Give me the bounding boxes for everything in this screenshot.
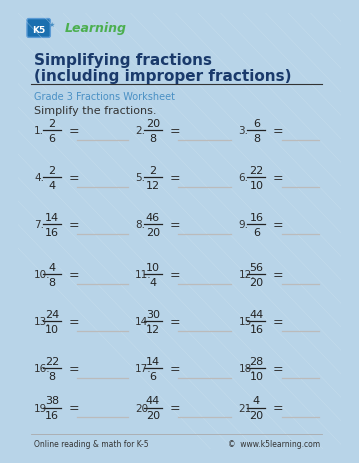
Text: 56: 56 bbox=[250, 262, 264, 272]
Text: 6.: 6. bbox=[238, 173, 248, 183]
Text: =: = bbox=[169, 125, 180, 138]
Text: 2: 2 bbox=[149, 166, 157, 175]
Text: =: = bbox=[169, 401, 180, 414]
Text: 4: 4 bbox=[48, 181, 56, 191]
Text: 12.: 12. bbox=[238, 269, 255, 280]
Text: 20: 20 bbox=[250, 410, 264, 420]
Text: 20: 20 bbox=[146, 119, 160, 129]
Text: 44: 44 bbox=[146, 395, 160, 405]
Text: 16: 16 bbox=[250, 324, 264, 334]
Text: 4.: 4. bbox=[34, 173, 44, 183]
Text: 6: 6 bbox=[253, 119, 260, 129]
Text: 8: 8 bbox=[48, 277, 56, 287]
Text: =: = bbox=[68, 401, 79, 414]
Text: 4: 4 bbox=[253, 395, 260, 405]
Text: 6: 6 bbox=[253, 227, 260, 238]
Text: 21.: 21. bbox=[238, 403, 255, 413]
Text: 11.: 11. bbox=[135, 269, 151, 280]
Text: =: = bbox=[169, 172, 180, 185]
Text: =: = bbox=[68, 268, 79, 281]
Text: 16: 16 bbox=[250, 213, 264, 222]
Text: 6: 6 bbox=[49, 134, 56, 144]
Text: 5.: 5. bbox=[135, 173, 145, 183]
Text: 46: 46 bbox=[146, 213, 160, 222]
Text: 24: 24 bbox=[45, 309, 59, 319]
Text: 16: 16 bbox=[45, 410, 59, 420]
Text: 20: 20 bbox=[146, 227, 160, 238]
Text: 13.: 13. bbox=[34, 317, 51, 326]
Text: K5: K5 bbox=[32, 26, 45, 35]
Text: 8: 8 bbox=[149, 134, 157, 144]
Text: 10: 10 bbox=[250, 181, 264, 191]
Text: ★: ★ bbox=[49, 22, 55, 28]
Text: 10: 10 bbox=[146, 262, 160, 272]
Text: 4: 4 bbox=[48, 262, 56, 272]
Text: 38: 38 bbox=[45, 395, 59, 405]
Text: 2: 2 bbox=[48, 166, 56, 175]
Text: =: = bbox=[68, 219, 79, 232]
Text: =: = bbox=[169, 268, 180, 281]
Text: 14.: 14. bbox=[135, 317, 151, 326]
Text: 2.: 2. bbox=[135, 126, 145, 136]
Text: 6: 6 bbox=[149, 371, 157, 381]
Text: 8: 8 bbox=[48, 371, 56, 381]
Text: 15.: 15. bbox=[238, 317, 255, 326]
Text: 3.: 3. bbox=[238, 126, 248, 136]
Text: =: = bbox=[272, 268, 283, 281]
Text: 7.: 7. bbox=[34, 220, 44, 230]
Text: 1.: 1. bbox=[34, 126, 44, 136]
Text: (including improper fractions): (including improper fractions) bbox=[34, 69, 292, 84]
Text: 8: 8 bbox=[253, 134, 260, 144]
Text: Simplifying fractions: Simplifying fractions bbox=[34, 53, 212, 68]
Text: 12: 12 bbox=[146, 324, 160, 334]
Text: =: = bbox=[272, 172, 283, 185]
Text: 18.: 18. bbox=[238, 363, 255, 374]
Text: =: = bbox=[68, 125, 79, 138]
Text: =: = bbox=[169, 315, 180, 328]
Text: =: = bbox=[68, 315, 79, 328]
Text: ©  www.k5learning.com: © www.k5learning.com bbox=[228, 439, 320, 448]
Text: 22: 22 bbox=[45, 356, 59, 366]
Text: 28: 28 bbox=[249, 356, 264, 366]
Text: 20.: 20. bbox=[135, 403, 151, 413]
Text: =: = bbox=[68, 172, 79, 185]
Text: =: = bbox=[272, 315, 283, 328]
Text: 9.: 9. bbox=[238, 220, 248, 230]
Text: 4: 4 bbox=[149, 277, 157, 287]
Text: 20: 20 bbox=[250, 277, 264, 287]
Text: 14: 14 bbox=[45, 213, 59, 222]
Text: 20: 20 bbox=[146, 410, 160, 420]
Text: =: = bbox=[68, 362, 79, 375]
Text: =: = bbox=[272, 362, 283, 375]
Text: 2: 2 bbox=[48, 119, 56, 129]
Text: Learning: Learning bbox=[65, 22, 127, 35]
Text: 10: 10 bbox=[45, 324, 59, 334]
Text: 17.: 17. bbox=[135, 363, 151, 374]
Text: 19.: 19. bbox=[34, 403, 51, 413]
Text: 8.: 8. bbox=[135, 220, 145, 230]
Text: =: = bbox=[169, 362, 180, 375]
Text: =: = bbox=[169, 219, 180, 232]
Text: 22: 22 bbox=[249, 166, 264, 175]
Text: Online reading & math for K-5: Online reading & math for K-5 bbox=[34, 439, 149, 448]
Text: 10: 10 bbox=[250, 371, 264, 381]
Text: Grade 3 Fractions Worksheet: Grade 3 Fractions Worksheet bbox=[34, 91, 175, 101]
Text: =: = bbox=[272, 219, 283, 232]
Text: Simplify the fractions.: Simplify the fractions. bbox=[34, 106, 157, 115]
Text: 10.: 10. bbox=[34, 269, 51, 280]
FancyBboxPatch shape bbox=[27, 19, 50, 38]
Text: 16: 16 bbox=[45, 227, 59, 238]
Text: 12: 12 bbox=[146, 181, 160, 191]
Text: 14: 14 bbox=[146, 356, 160, 366]
Text: 44: 44 bbox=[249, 309, 264, 319]
Text: 30: 30 bbox=[146, 309, 160, 319]
Text: =: = bbox=[272, 401, 283, 414]
Text: 16.: 16. bbox=[34, 363, 51, 374]
Text: =: = bbox=[272, 125, 283, 138]
